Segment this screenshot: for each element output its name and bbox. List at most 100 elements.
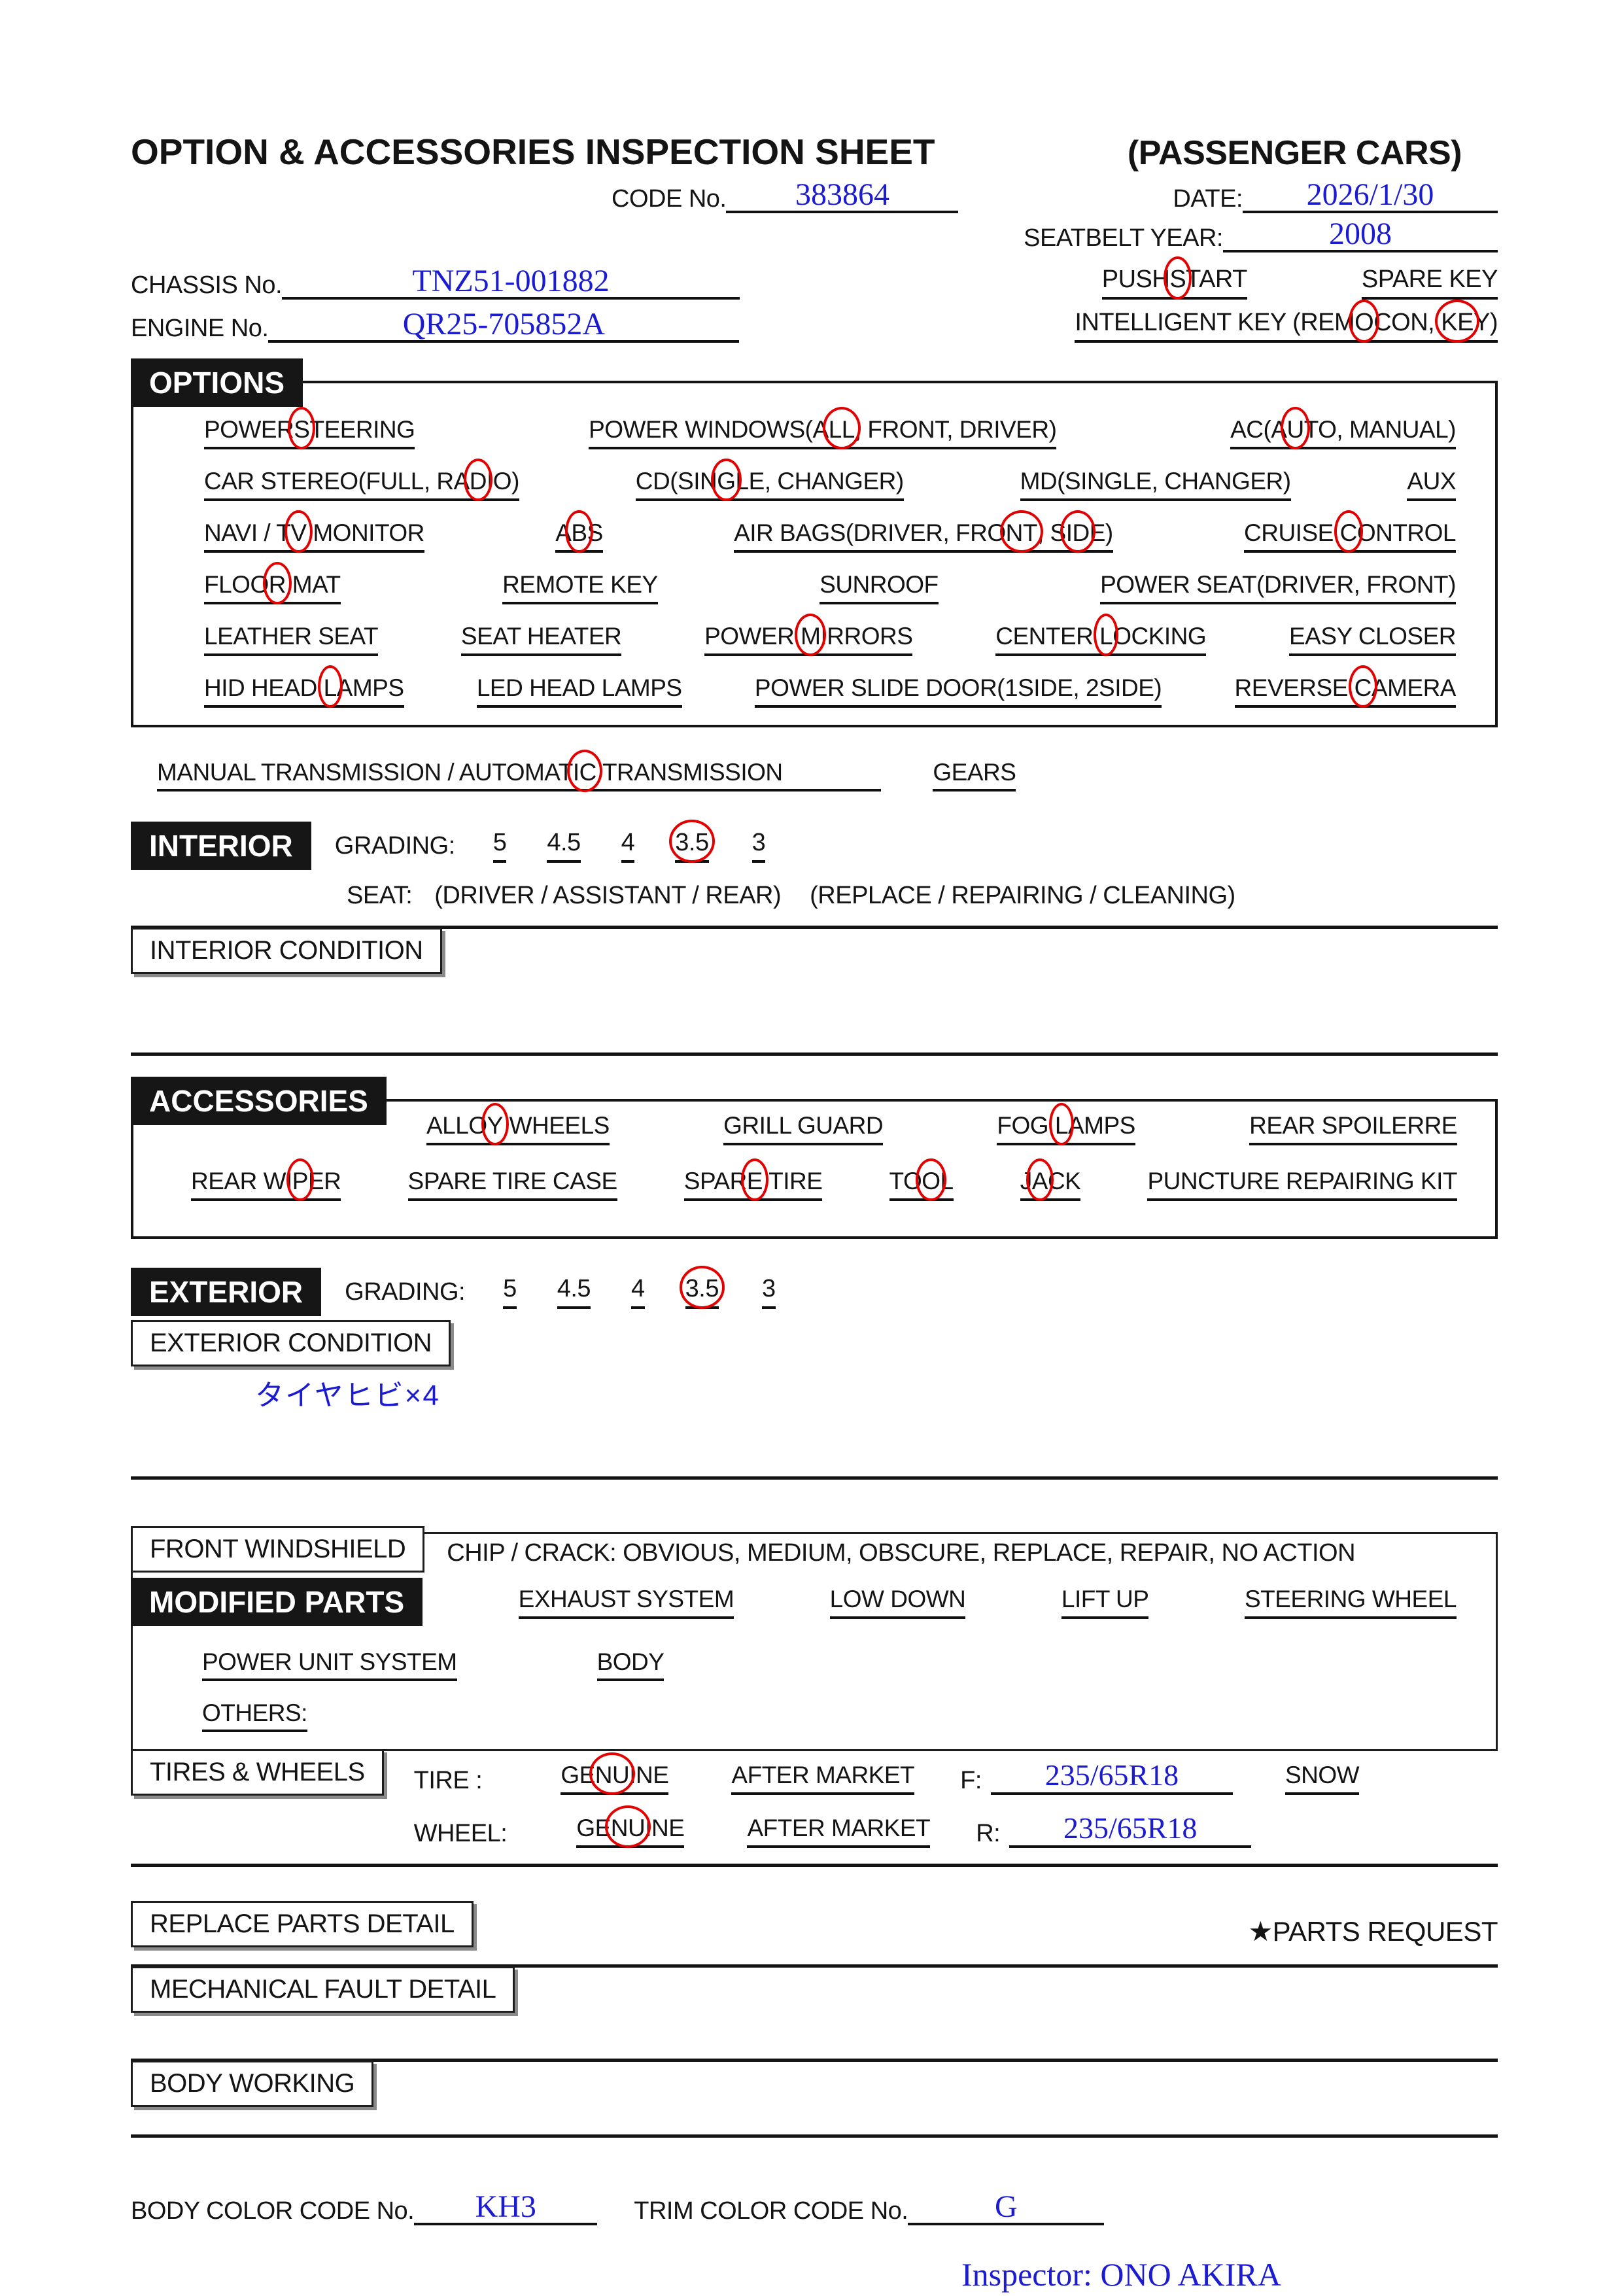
text-segment: 4.5	[547, 829, 581, 856]
text-segment: PUSH	[1101, 266, 1170, 293]
option-power-steering: POWER STEERING	[204, 407, 415, 449]
engine-field: QR25-705852A	[268, 309, 740, 343]
text-segment: SPAR	[683, 1168, 748, 1194]
text-segment: 3	[751, 829, 766, 856]
text-segment: Y)	[1474, 309, 1498, 336]
transmission-row: MANUAL TRANSMISSION / AUTOMATIC TRANSMIS…	[131, 750, 1498, 792]
options-row-3: NAVI / TV MONITOR ABS AIR BAGS(DRIVER, F…	[204, 510, 1457, 553]
intelligent-key-item: INTELLIGENT KEY (REMOCON, KEY)	[1075, 300, 1498, 343]
body-color-field: KH3	[414, 2189, 598, 2225]
rear-size-value: 235/65R18	[1063, 1811, 1198, 1845]
text-segment: CENTER	[995, 623, 1100, 650]
interior-condition-area: INTERIOR CONDITION	[131, 928, 1498, 974]
text-segment: AMPS	[336, 674, 404, 701]
red-circle-mark: IC	[566, 750, 602, 792]
option-md: MD(SINGLE, CHANGER)	[1020, 468, 1291, 501]
date-label: DATE:	[1173, 185, 1243, 213]
red-circle-mark: G	[711, 459, 742, 501]
text-segment: FLOO	[204, 571, 269, 598]
front-windshield-label: FRONT WINDSHIELD	[131, 1526, 425, 1573]
options-row-2: CAR STEREO(FULL, RADIO) CD(SINGLE, CHANG…	[204, 459, 1456, 501]
replace-parts-label: REPLACE PARTS DETAIL	[131, 1901, 474, 1947]
accessories-row-2: REAR WIPER SPARE TIRE CASE SPARE TIRE TO…	[191, 1158, 1457, 1201]
accessory-fog-lamps: FOG LAMPS	[997, 1103, 1135, 1145]
tire-label: TIRE :	[413, 1767, 483, 1794]
exterior-condition-note: タイヤヒビ×4	[255, 1380, 440, 1412]
option-abs: ABS	[555, 510, 604, 553]
interior-condition-rule	[131, 926, 1498, 929]
option-aux: AUX	[1407, 468, 1456, 501]
accessory-puncture-kit: PUNCTURE REPAIRING KIT	[1147, 1168, 1457, 1201]
accessories-top-rule	[131, 1052, 1498, 1056]
date-field: 2026/1/30	[1243, 179, 1498, 213]
seatbelt-row: SEATBELT YEAR: 2008	[131, 218, 1498, 252]
modified-others-label: OTHERS:	[202, 1699, 307, 1732]
option-power-windows: POWER WINDOWS(ALL, FRONT, DRIVER)	[589, 407, 1057, 449]
exterior-section-label: EXTERIOR	[131, 1268, 322, 1316]
red-circle-mark: ID	[1060, 510, 1096, 553]
option-air-bags: AIR BAGS(DRIVER, FRONT, SIDE)	[734, 510, 1113, 553]
body-color-value: KH3	[475, 2189, 536, 2224]
text-segment: 4.5	[557, 1275, 591, 1302]
front-size-label: F:	[960, 1767, 982, 1794]
replace-parts-row: REPLACE PARTS DETAIL ★PARTS REQUEST	[131, 1901, 1498, 1947]
option-center-locking: CENTER LOCKING	[995, 614, 1207, 656]
text-segment: NAVI / T	[204, 519, 291, 546]
option-remote-key: REMOTE KEY	[502, 571, 658, 604]
text-segment: 5	[492, 829, 507, 856]
red-circle-mark: A	[1026, 1158, 1054, 1201]
color-code-row: BODY COLOR CODE No. KH3 TRIM COLOR CODE …	[131, 2191, 1498, 2225]
date-value: 2026/1/30	[1306, 177, 1434, 212]
red-circle-mark: LL	[822, 407, 861, 449]
tire-after-market: AFTER MARKET	[731, 1762, 915, 1795]
tires-wheels-label: TIRES & WHEELS	[131, 1749, 384, 1796]
red-circle-mark: P	[286, 1158, 315, 1201]
text-segment: INTELLIGENT KEY (REM	[1075, 309, 1355, 336]
red-circle-mark: NT	[999, 510, 1044, 553]
interior-grade-3: 3	[751, 829, 766, 863]
red-circle-mark: L	[1094, 614, 1119, 656]
star-icon: ★	[1248, 1916, 1273, 1947]
text-segment: ER	[307, 1168, 341, 1194]
accessory-spare-tire: SPARE TIRE	[683, 1158, 823, 1201]
exterior-grade-3: 3	[762, 1275, 776, 1309]
option-led-head-lamps: LED HEAD LAMPS	[476, 674, 682, 708]
exterior-condition-area: EXTERIOR CONDITION	[131, 1320, 1498, 1366]
accessories-section-label: ACCESSORIES	[131, 1077, 387, 1125]
modified-lift-up: LIFT UP	[1061, 1586, 1149, 1619]
chassis-label: CHASSIS No.	[131, 271, 283, 299]
red-circle-mark: S	[288, 407, 316, 449]
trim-color-value: G	[995, 2189, 1018, 2224]
text-segment: S	[587, 519, 604, 546]
wheel-genuine: GENUINE	[576, 1805, 685, 1848]
option-power-mirrors: POWER MIRRORS	[704, 614, 913, 656]
accessory-rear-spoiler: REAR SPOILERRE	[1249, 1112, 1457, 1145]
text-segment: POWER	[704, 623, 801, 650]
text-segment: 3	[762, 1275, 776, 1302]
accessories-box: ACCESSORIES ALLOY WHEELS GRILL GUARD FOG…	[131, 1077, 1498, 1239]
text-segment: IRRORS	[820, 623, 913, 650]
text-segment: INE	[645, 1815, 685, 1841]
red-circle-mark: 3.5	[669, 820, 716, 863]
interior-grading-row: INTERIOR GRADING: 5 4.5 4 3.5 3	[131, 820, 1498, 870]
red-circle-mark: O	[1349, 300, 1380, 343]
interior-condition-label: INTERIOR CONDITION	[131, 928, 442, 974]
options-row-4: FLOOR MAT REMOTE KEY SUNROOF POWER SEAT(…	[204, 562, 1456, 604]
spare-key-item: SPARE KEY	[1361, 266, 1498, 300]
options-row-1: POWER STEERING POWER WINDOWS(ALL, FRONT,…	[204, 407, 1457, 449]
text-segment: , S	[1037, 519, 1066, 546]
text-segment: POWER	[204, 416, 294, 443]
accessories-row-1: ALLOY WHEELS GRILL GUARD FOG LAMPS REAR …	[191, 1103, 1457, 1145]
red-circle-mark: C	[1334, 510, 1364, 553]
seat-options-2: (REPLACE / REPAIRING / CLEANING)	[810, 882, 1235, 909]
text-segment: GE	[576, 1815, 611, 1841]
snow-label: SNOW	[1285, 1762, 1360, 1795]
chassis-value: TNZ51-001882	[412, 264, 610, 298]
code-date-row: CODE No. 383864 DATE: 2026/1/30	[131, 179, 1498, 213]
text-segment: AIR BAGS(DRIVER, FRO	[734, 519, 1006, 546]
option-power-seat: POWER SEAT(DRIVER, FRONT)	[1100, 571, 1456, 604]
rear-size-label: R:	[976, 1820, 1001, 1847]
text-segment: LE, CHANGER)	[735, 468, 905, 495]
seat-label: SEAT:	[347, 882, 413, 909]
